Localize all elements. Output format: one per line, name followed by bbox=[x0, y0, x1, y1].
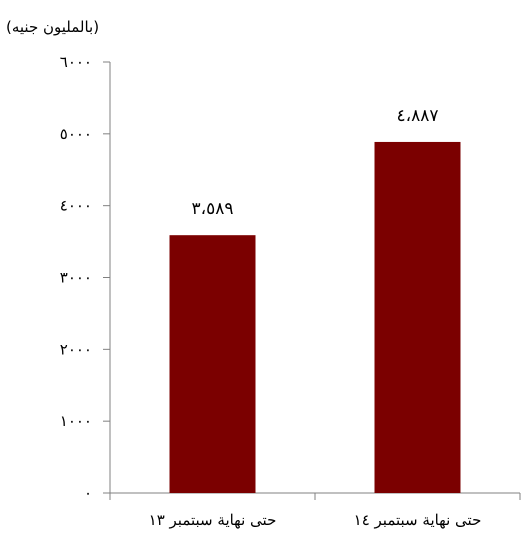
y-tick-label: ٥٠٠٠ bbox=[60, 125, 92, 143]
x-tick-label: حتى نهاية سبتمبر ١٤ bbox=[354, 511, 482, 529]
y-tick-label: ٣٠٠٠ bbox=[60, 269, 92, 287]
x-tick-label: حتى نهاية سبتمبر ١٣ bbox=[149, 511, 277, 529]
bar bbox=[169, 235, 256, 493]
data-label: ٤،٨٨٧ bbox=[396, 106, 438, 126]
y-tick-label: ٠ bbox=[84, 484, 92, 502]
bar bbox=[374, 141, 461, 493]
y-tick-label: ٦٠٠٠ bbox=[60, 53, 92, 71]
y-tick-label: ١٠٠٠ bbox=[60, 412, 92, 430]
y-tick-label: ٤٠٠٠ bbox=[60, 197, 92, 215]
y-tick-label: ٢٠٠٠ bbox=[60, 340, 92, 358]
data-label: ٣،٥٨٩ bbox=[191, 199, 233, 219]
unit-label: (بالمليون جنيه) bbox=[6, 18, 100, 36]
